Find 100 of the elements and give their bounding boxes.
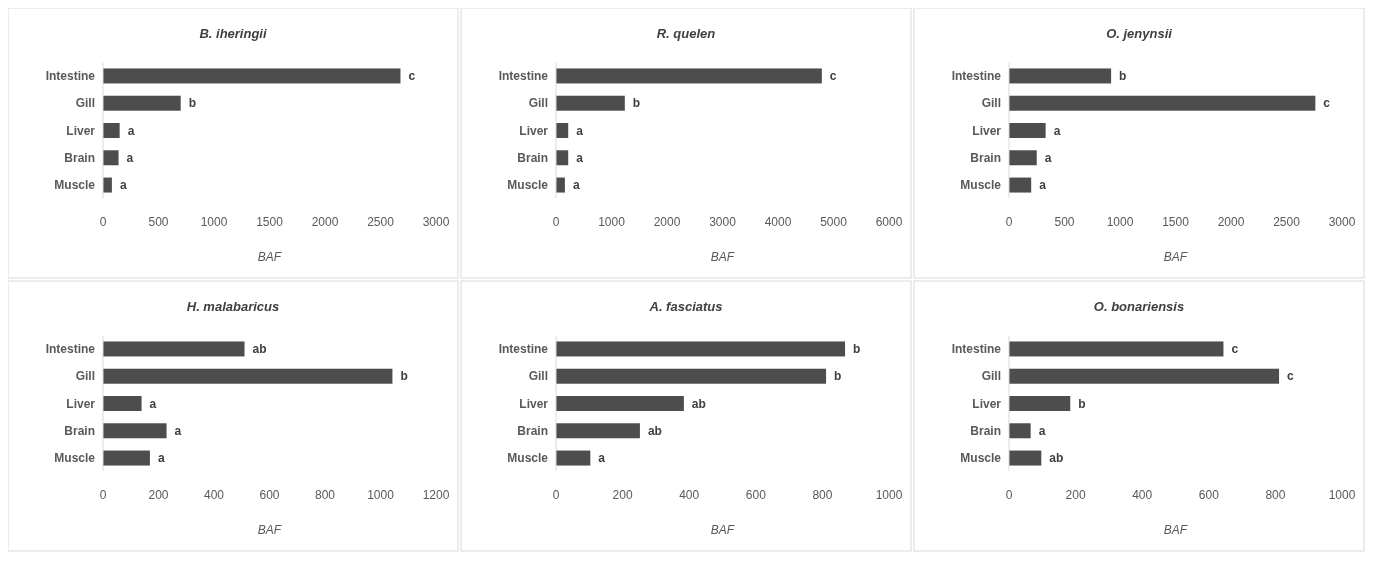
- x-tick-label: 1000: [1328, 488, 1356, 502]
- data-label: a: [149, 396, 157, 411]
- y-tick-label: Liver: [66, 123, 96, 138]
- x-tick-label: 2000: [1217, 215, 1245, 229]
- x-tick-label: 800: [812, 488, 833, 502]
- bar: [556, 68, 822, 84]
- y-tick-label: Gill: [981, 96, 1001, 111]
- y-tick-label: Liver: [972, 123, 1002, 138]
- y-tick-label: Muscle: [507, 178, 549, 193]
- x-tick-label: 2500: [1273, 215, 1301, 229]
- bar: [103, 341, 245, 357]
- y-tick-label: Intestine: [498, 69, 549, 84]
- x-tick-label: 1000: [367, 488, 395, 502]
- y-tick-label: Brain: [64, 423, 95, 438]
- x-tick-label: 3000: [1328, 215, 1356, 229]
- bar: [1009, 123, 1046, 138]
- y-tick-label: Muscle: [54, 178, 96, 193]
- x-tick-label: 1500: [256, 215, 284, 229]
- bar: [556, 396, 684, 411]
- bar: [103, 423, 167, 439]
- x-axis-title: BAF: [257, 523, 282, 537]
- y-tick-label: Gill: [528, 96, 548, 111]
- y-tick-label: Intestine: [45, 69, 96, 84]
- x-tick-label: 800: [314, 488, 336, 502]
- data-label: a: [1039, 178, 1047, 193]
- bar: [103, 95, 181, 111]
- x-tick-label: 0: [1005, 488, 1013, 502]
- data-label: ab: [1049, 451, 1064, 466]
- y-tick-label: Gill: [75, 369, 95, 384]
- data-label: b: [632, 96, 641, 111]
- y-tick-label: Intestine: [951, 342, 1002, 357]
- x-tick-label: 0: [1005, 215, 1013, 229]
- x-axis-title: BAF: [1163, 250, 1188, 264]
- data-label: a: [576, 150, 584, 165]
- chart-title: H. malabaricus: [186, 299, 280, 314]
- x-tick-label: 0: [99, 488, 107, 502]
- x-tick-label: 1000: [200, 215, 228, 229]
- bar: [556, 177, 565, 193]
- bar: [1009, 177, 1032, 193]
- x-axis-title: BAF: [710, 523, 735, 537]
- bar: [1009, 341, 1224, 357]
- x-tick-label: 1000: [1106, 215, 1134, 229]
- data-label: a: [174, 423, 182, 438]
- bar: [1009, 95, 1316, 111]
- x-tick-label: 2500: [367, 215, 395, 229]
- data-label: c: [1231, 342, 1239, 357]
- bar: [556, 123, 569, 138]
- bar: [556, 450, 591, 466]
- data-label: a: [119, 178, 127, 193]
- bar: [1009, 396, 1071, 411]
- data-label: c: [1287, 369, 1295, 384]
- x-tick-label: 1500: [1162, 215, 1190, 229]
- y-tick-label: Muscle: [54, 451, 96, 466]
- x-tick-label: 2000: [653, 215, 681, 229]
- y-tick-label: Liver: [519, 396, 549, 411]
- data-label: a: [1053, 123, 1061, 138]
- data-label: a: [598, 451, 606, 466]
- bar: [1009, 450, 1042, 466]
- x-tick-label: 5000: [820, 215, 848, 229]
- x-tick-label: 3000: [709, 215, 737, 229]
- x-tick-label: 600: [1198, 488, 1220, 502]
- x-tick-label: 500: [148, 215, 169, 229]
- bar: [556, 95, 625, 111]
- data-label: c: [1323, 96, 1331, 111]
- data-label: b: [400, 369, 408, 384]
- x-tick-label: 200: [1065, 488, 1086, 502]
- bar: [103, 396, 142, 411]
- y-tick-label: Gill: [981, 369, 1001, 384]
- x-axis-title: BAF: [1163, 523, 1188, 537]
- x-tick-label: 200: [612, 488, 633, 502]
- chart-title: R. quelen: [656, 26, 716, 41]
- data-label: b: [188, 96, 197, 111]
- data-label: a: [126, 150, 134, 165]
- bar: [103, 123, 120, 138]
- y-tick-label: Gill: [75, 96, 95, 111]
- chart-title: A. fasciatus: [648, 299, 723, 314]
- x-tick-label: 400: [1132, 488, 1153, 502]
- x-tick-label: 0: [99, 215, 107, 229]
- y-tick-label: Brain: [970, 150, 1001, 165]
- bar: [1009, 368, 1280, 384]
- bar: [556, 368, 827, 384]
- x-tick-label: 600: [259, 488, 280, 502]
- x-tick-label: 3000: [422, 215, 450, 229]
- x-tick-label: 1200: [422, 488, 450, 502]
- data-label: c: [408, 69, 416, 84]
- data-label: b: [853, 342, 861, 357]
- x-tick-label: 0: [552, 215, 560, 229]
- y-tick-label: Muscle: [960, 451, 1002, 466]
- x-tick-label: 6000: [875, 215, 903, 229]
- x-tick-label: 400: [203, 488, 225, 502]
- data-label: c: [829, 69, 837, 84]
- data-label: ab: [691, 396, 706, 411]
- bar: [103, 150, 119, 166]
- data-label: b: [1078, 396, 1086, 411]
- y-tick-label: Liver: [972, 396, 1002, 411]
- x-tick-label: 200: [148, 488, 169, 502]
- data-label: a: [1038, 423, 1046, 438]
- bar: [556, 341, 846, 357]
- x-tick-label: 500: [1054, 215, 1075, 229]
- bar: [1009, 423, 1031, 439]
